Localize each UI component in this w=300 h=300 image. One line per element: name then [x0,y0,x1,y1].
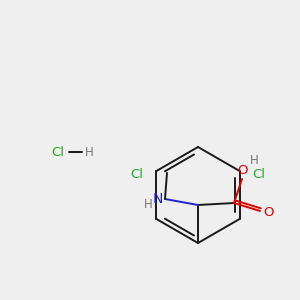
Text: Cl: Cl [130,169,143,182]
Text: N: N [153,192,163,206]
Text: Cl: Cl [52,146,64,158]
Text: Cl: Cl [253,169,266,182]
Text: O: O [238,164,248,176]
Text: H: H [144,197,152,211]
Text: H: H [250,154,258,166]
Text: O: O [264,206,274,218]
Text: H: H [85,146,93,158]
